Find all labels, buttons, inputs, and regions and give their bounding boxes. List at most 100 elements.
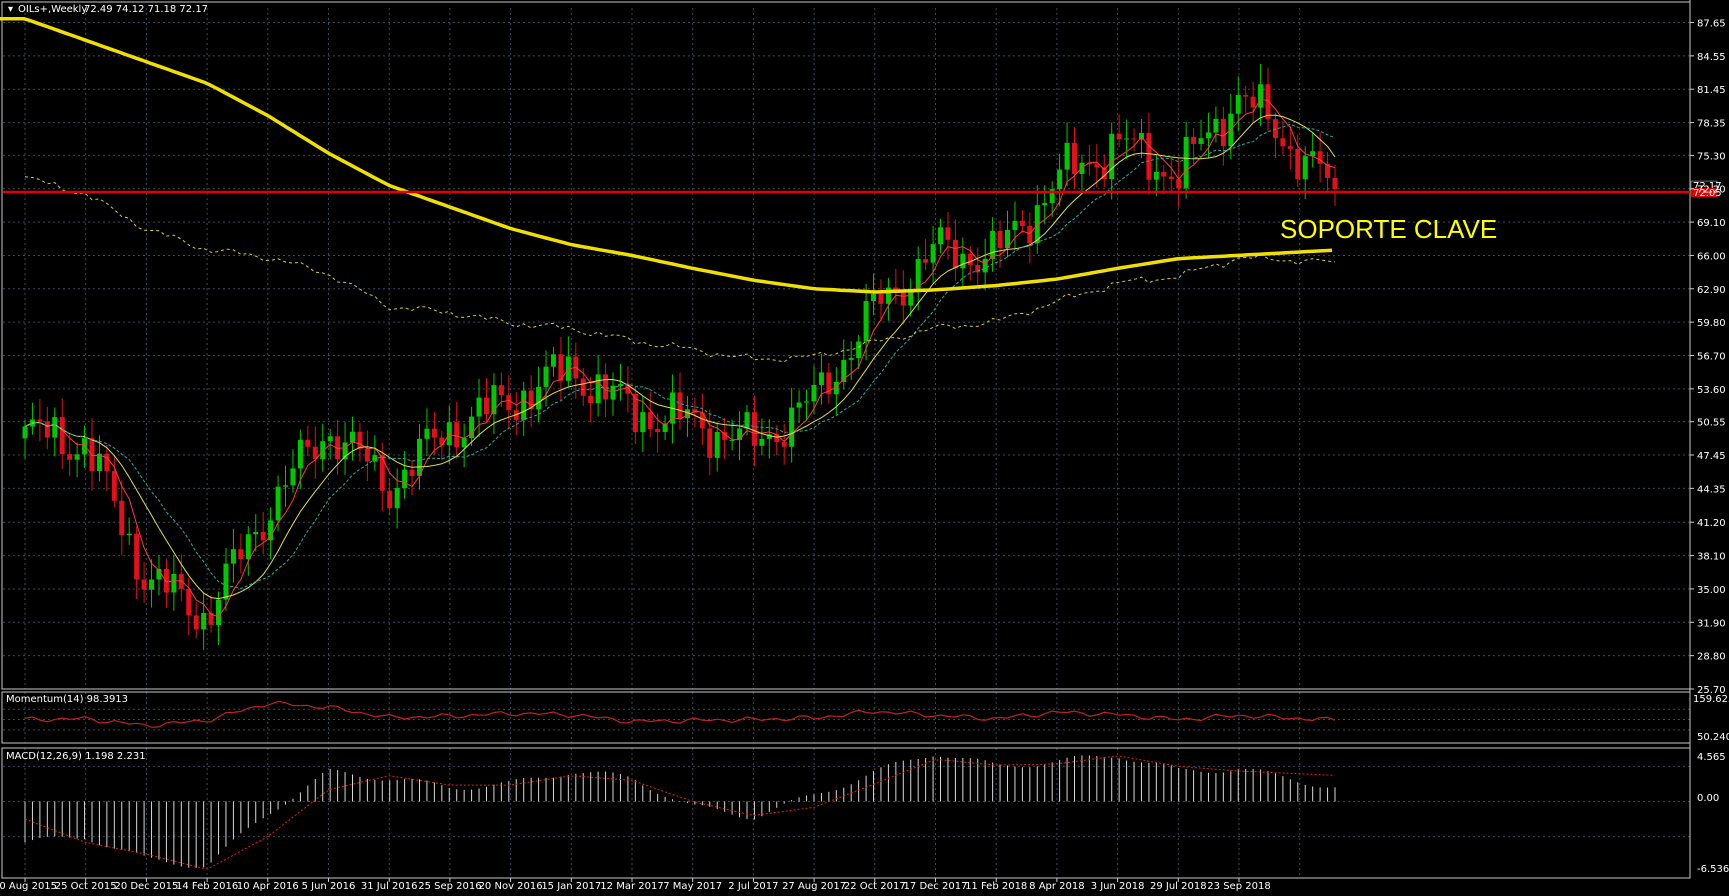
candle-body — [684, 409, 690, 419]
candle — [707, 409, 713, 476]
x-tick-label: 5 Jun 2016 — [302, 881, 356, 892]
ma-slow-line — [24, 123, 1336, 590]
candle-body — [550, 354, 556, 367]
candle-body — [1146, 132, 1152, 180]
x-tick-label: 3 Jun 2018 — [1091, 881, 1145, 892]
candle-body — [632, 393, 638, 433]
candle — [126, 517, 132, 545]
candle-body — [982, 258, 988, 273]
candle-body — [342, 442, 348, 460]
candle — [342, 422, 348, 475]
x-tick-label: 27 Aug 2017 — [782, 881, 846, 892]
candle-body — [141, 579, 147, 590]
candle — [1027, 212, 1033, 264]
macd-scale-zero: 0.00 — [1697, 793, 1719, 804]
candle — [684, 396, 690, 437]
candle-body — [1116, 133, 1122, 139]
candle — [677, 372, 683, 430]
candle — [565, 336, 571, 388]
candle-body — [1057, 169, 1063, 190]
candle — [1019, 209, 1025, 233]
candle — [982, 238, 988, 291]
candle — [394, 468, 400, 529]
candle-body — [908, 290, 914, 306]
candle-body — [409, 469, 415, 476]
candle-body — [134, 533, 140, 580]
candle — [335, 419, 341, 475]
candle — [930, 225, 936, 284]
x-tick-label: 20 Nov 2016 — [479, 881, 543, 892]
momentum-panel — [24, 700, 1336, 728]
candle — [729, 419, 735, 451]
candle-body — [1101, 167, 1107, 180]
candle-body — [394, 488, 400, 509]
candle-body — [1302, 156, 1308, 180]
candle — [409, 460, 415, 496]
ma-mid-line — [24, 114, 1336, 600]
candle — [1168, 160, 1174, 193]
candle — [372, 435, 378, 471]
candle — [52, 407, 58, 457]
candle-body — [1005, 229, 1010, 248]
candle-body — [1243, 95, 1249, 97]
candle — [253, 514, 259, 552]
candle-body — [766, 434, 772, 439]
candle — [134, 526, 140, 600]
candle — [967, 246, 973, 281]
x-tick-label: 7 May 2017 — [663, 881, 722, 892]
candle-body — [841, 359, 847, 382]
candle — [1124, 119, 1130, 159]
candle-body — [305, 439, 311, 447]
candle-body — [759, 438, 765, 446]
candle-body — [811, 384, 817, 402]
candle-body — [856, 341, 862, 359]
candle — [662, 415, 668, 441]
candle-body — [938, 227, 944, 245]
candle — [617, 363, 623, 401]
candle-body — [789, 407, 795, 447]
candle-body — [67, 454, 73, 460]
candle-body — [1280, 138, 1286, 147]
candle-body — [595, 374, 601, 404]
candle — [312, 426, 318, 479]
candle-body — [647, 412, 653, 429]
candle — [610, 372, 616, 416]
candle-body — [952, 239, 958, 269]
candle — [89, 418, 95, 491]
candle-body — [923, 259, 929, 263]
y-tick-label: 47.45 — [1697, 451, 1726, 462]
candle — [841, 339, 847, 390]
candle — [856, 334, 862, 370]
candle-body — [1042, 202, 1048, 206]
candle — [260, 511, 266, 555]
candle-body — [74, 454, 80, 460]
candle — [960, 237, 966, 287]
candle — [908, 278, 914, 317]
candle — [230, 528, 236, 583]
x-tick-label: 25 Oct 2015 — [55, 881, 117, 892]
candle-body — [320, 441, 326, 460]
candle-body — [871, 293, 877, 302]
candle-body — [193, 615, 199, 630]
candle-body — [1235, 95, 1241, 114]
candle — [67, 434, 73, 477]
candle-body — [1049, 189, 1055, 203]
candle — [543, 350, 549, 407]
candle-body — [208, 613, 214, 625]
candle — [119, 480, 125, 556]
candle-body — [707, 428, 713, 458]
candle-body — [528, 390, 534, 410]
candle — [595, 355, 601, 417]
x-tick-label: 31 Jul 2016 — [361, 881, 418, 892]
y-tick-label: 41.20 — [1697, 518, 1726, 529]
candle-body — [1183, 136, 1189, 189]
y-tick-label: 87.65 — [1697, 19, 1726, 30]
ma-long-line — [0, 17, 1333, 294]
candle — [900, 270, 906, 325]
candle — [818, 353, 824, 405]
candle — [692, 398, 698, 428]
candle — [536, 366, 542, 423]
candle-body — [1124, 138, 1130, 140]
candle — [223, 547, 229, 611]
